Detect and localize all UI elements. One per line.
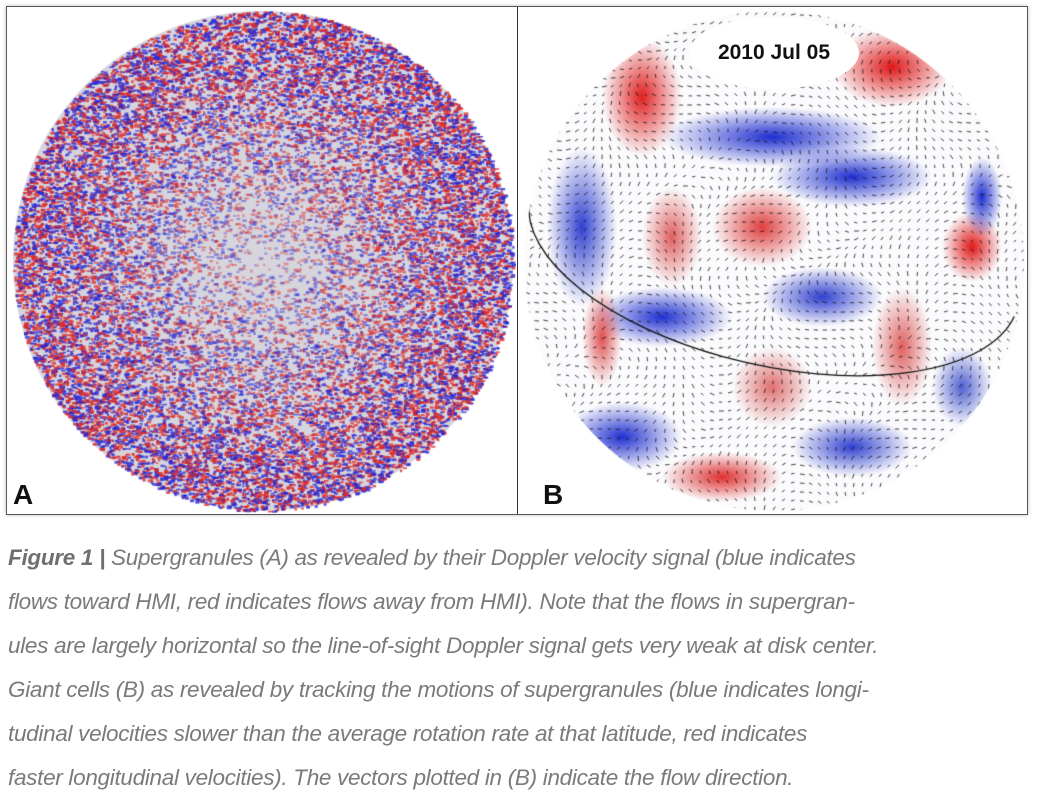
caption-line-5: tudinal velocities slower than the avera… — [8, 721, 808, 746]
giant-cells-flow-image — [522, 7, 1027, 514]
figure-number: Figure 1 | — [8, 545, 106, 570]
caption-line-4: Giant cells (B) as revealed by tracking … — [8, 677, 869, 702]
caption-line-3: ules are largely horizontal so the line-… — [8, 633, 879, 658]
figure-1: 2010 Jul 05 A B — [6, 6, 1028, 515]
panel-divider — [517, 7, 518, 514]
figure-caption: Figure 1 | Supergranules (A) as revealed… — [8, 536, 1038, 800]
caption-line-1: Figure 1 | Supergranules (A) as revealed… — [8, 536, 1038, 580]
panel-a-label: A — [13, 479, 34, 510]
caption-line-2: flows toward HMI, red indicates flows aw… — [8, 589, 855, 614]
date-label: 2010 Jul 05 — [689, 17, 859, 89]
panel-b-label: B — [543, 479, 564, 510]
supergranules-doppler-image — [11, 7, 516, 514]
caption-text: Supergranules (A) as revealed by their D… — [105, 545, 856, 570]
caption-line-6: faster longitudinal velocities). The vec… — [8, 765, 794, 790]
